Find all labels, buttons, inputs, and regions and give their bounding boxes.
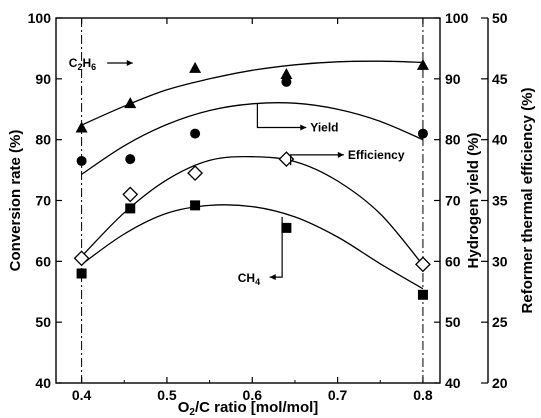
c2h6-marker: [189, 61, 202, 73]
efficiency-marker: [73, 250, 90, 267]
x-tick-label: 0.7: [328, 387, 348, 403]
c2h6-fit-curve: [81, 60, 423, 126]
c2h6-label: C2H6: [69, 56, 96, 72]
axis-labels: O2/C ratio [mol/mol] Conversion rate (%) H…: [7, 88, 536, 418]
left-y-tick-label: 40: [35, 375, 51, 391]
ch4-marker: [76, 268, 87, 279]
fit-curves: [81, 60, 424, 290]
efficiency-arrow-head: [337, 151, 344, 158]
right2-y-axis-label: Reformer thermal efficiency (%): [519, 88, 536, 314]
x-axis-label: O2/C ratio [mol/mol]: [178, 399, 319, 418]
right2-y-tick-label: 30: [492, 253, 508, 269]
efficiency-marker: [187, 165, 204, 182]
right1-y-tick-label: 70: [445, 193, 461, 209]
c2h6-marker: [75, 121, 88, 133]
yield-marker: [125, 154, 136, 165]
yield-marker: [417, 128, 428, 139]
right1-y-tick-label: 60: [445, 253, 461, 269]
efficiency-arrow-line: [290, 154, 344, 166]
efficiency-label: Efficiency: [348, 148, 405, 162]
yield-marker: [190, 128, 201, 139]
yield-marker: [281, 76, 292, 87]
yield-arrow-line: [256, 103, 307, 129]
right1-y-tick-label: 40: [445, 375, 461, 391]
left-y-tick-label: 50: [35, 314, 51, 330]
efficiency-fit-curve: [81, 155, 424, 266]
left-y-tick-label: 100: [28, 10, 52, 26]
left-y-axis-label: Conversion rate (%): [7, 130, 24, 272]
right2-y-tick-label: 35: [492, 193, 508, 209]
efficiency-marker: [415, 256, 431, 273]
right2-y-tick-label: 50: [492, 10, 508, 26]
ch4-marker: [190, 200, 201, 211]
ch4-label: CH4: [238, 271, 260, 287]
right1-y-tick-label: 50: [445, 314, 461, 330]
x-tick-label: 0.4: [72, 387, 92, 403]
yield-fit-curve: [81, 102, 424, 175]
efficiency-marker: [122, 186, 139, 203]
left-y-tick-label: 60: [35, 253, 51, 269]
ch4-marker: [281, 222, 292, 233]
axes: 0.4 0.5 0.6 0.7 0.8 40 50 60 70 80 90 100 40 50 60 70 80…: [28, 10, 508, 403]
ch4-arrow-line: [269, 216, 283, 278]
right2-y-tick-label: 20: [492, 375, 508, 391]
right1-y-tick-label: 90: [445, 71, 461, 87]
plot-frame: [55, 17, 441, 384]
yield-label: Yield: [310, 121, 338, 135]
ch4-fit-curve: [81, 204, 424, 290]
x-tick-label: 0.5: [157, 387, 177, 403]
ch4-marker: [125, 203, 136, 214]
data-markers: [73, 58, 431, 300]
ch4-marker: [417, 289, 428, 300]
x-tick-label: 0.6: [243, 387, 263, 403]
right2-y-tick-label: 25: [492, 314, 508, 330]
c2h6-marker: [416, 58, 429, 70]
left-y-tick-label: 70: [35, 193, 51, 209]
right2-y-tick-label: 45: [492, 71, 508, 87]
efficiency-marker: [278, 151, 295, 168]
c2h6-arrow-head: [126, 60, 133, 67]
right2-y-tick-label: 40: [492, 132, 508, 148]
right1-y-tick-label: 100: [445, 10, 469, 26]
left-y-tick-label: 80: [35, 132, 51, 148]
c2h6-marker: [280, 67, 293, 79]
annotations: C2H6 Yield Efficiency CH4: [69, 56, 405, 287]
c2h6-marker: [124, 97, 137, 109]
ch4-arrow-head: [269, 274, 276, 281]
yield-marker: [76, 155, 87, 166]
right1-y-tick-label: 80: [445, 132, 461, 148]
right1-y-axis-label: Hydrogen yield (%): [465, 133, 482, 269]
left-y-tick-label: 90: [35, 71, 51, 87]
yield-arrow-head: [300, 124, 307, 131]
x-tick-label: 0.8: [413, 387, 433, 403]
reference-lines: [81, 18, 424, 383]
